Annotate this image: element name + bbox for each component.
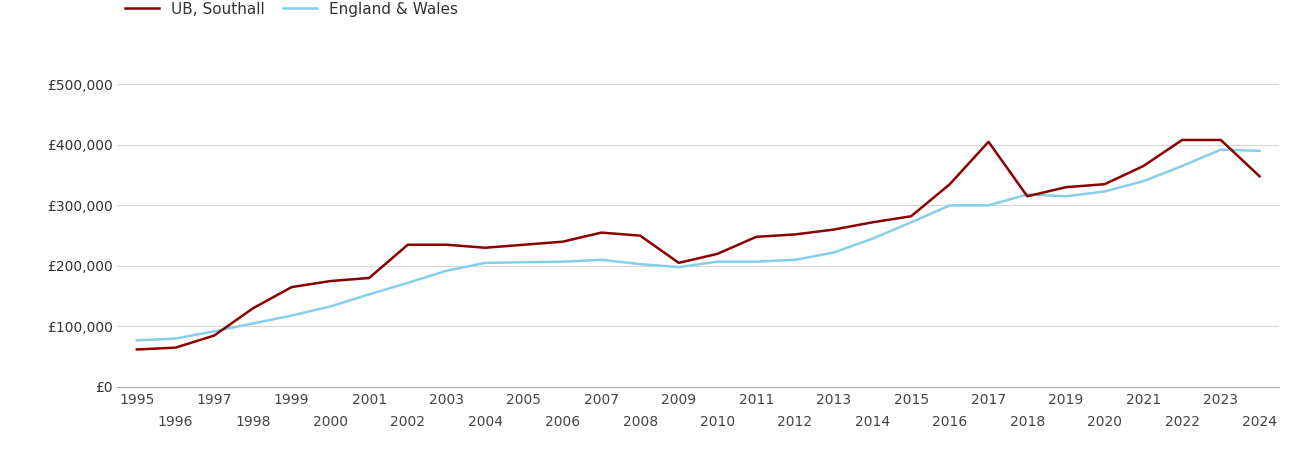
Line: UB, Southall: UB, Southall xyxy=(137,140,1259,350)
UB, Southall xyxy=(826,227,842,232)
England & Wales xyxy=(245,321,261,326)
UB, Southall xyxy=(438,242,454,248)
England & Wales xyxy=(168,336,184,341)
Text: 2004: 2004 xyxy=(467,415,502,429)
UB, Southall xyxy=(1058,184,1074,190)
UB, Southall xyxy=(478,245,493,251)
Text: 2006: 2006 xyxy=(545,415,581,429)
England & Wales xyxy=(361,292,377,297)
UB, Southall xyxy=(399,242,415,248)
UB, Southall xyxy=(322,279,338,284)
UB, Southall xyxy=(517,242,532,248)
Text: 2008: 2008 xyxy=(622,415,658,429)
England & Wales xyxy=(322,304,338,309)
Text: 2010: 2010 xyxy=(699,415,735,429)
UB, Southall xyxy=(129,347,145,352)
UB, Southall xyxy=(206,333,222,338)
UB, Southall xyxy=(942,181,958,187)
Text: 2018: 2018 xyxy=(1010,415,1045,429)
England & Wales xyxy=(283,313,299,318)
England & Wales xyxy=(555,259,570,264)
Text: 2020: 2020 xyxy=(1087,415,1122,429)
Text: 2016: 2016 xyxy=(932,415,967,429)
England & Wales xyxy=(865,236,881,241)
Text: 2002: 2002 xyxy=(390,415,425,429)
UB, Southall xyxy=(671,260,686,265)
UB, Southall xyxy=(555,239,570,244)
UB, Southall xyxy=(748,234,763,239)
England & Wales xyxy=(903,220,919,225)
Text: 1998: 1998 xyxy=(235,415,270,429)
Line: England & Wales: England & Wales xyxy=(137,150,1259,340)
Text: 2014: 2014 xyxy=(855,415,890,429)
England & Wales xyxy=(787,257,803,262)
UB, Southall xyxy=(865,220,881,225)
England & Wales xyxy=(1096,189,1112,194)
UB, Southall xyxy=(981,139,997,144)
UB, Southall xyxy=(168,345,184,351)
UB, Southall xyxy=(1135,163,1151,169)
UB, Southall xyxy=(1096,181,1112,187)
UB, Southall xyxy=(1174,137,1190,143)
UB, Southall xyxy=(594,230,609,235)
Text: 1996: 1996 xyxy=(158,415,193,429)
England & Wales xyxy=(632,261,647,267)
Legend: UB, Southall, England & Wales: UB, Southall, England & Wales xyxy=(125,2,458,17)
England & Wales xyxy=(748,259,763,264)
England & Wales xyxy=(671,265,686,270)
UB, Southall xyxy=(710,251,726,256)
UB, Southall xyxy=(1019,194,1035,199)
UB, Southall xyxy=(283,284,299,290)
UB, Southall xyxy=(903,214,919,219)
England & Wales xyxy=(1251,148,1267,153)
UB, Southall xyxy=(245,306,261,311)
UB, Southall xyxy=(632,233,647,238)
Text: 2012: 2012 xyxy=(778,415,813,429)
England & Wales xyxy=(1135,179,1151,184)
England & Wales xyxy=(399,280,415,286)
England & Wales xyxy=(438,268,454,274)
UB, Southall xyxy=(1251,174,1267,179)
England & Wales xyxy=(1174,163,1190,169)
UB, Southall xyxy=(1212,137,1228,143)
England & Wales xyxy=(206,328,222,334)
England & Wales xyxy=(1019,192,1035,197)
England & Wales xyxy=(1212,147,1228,153)
England & Wales xyxy=(594,257,609,262)
England & Wales xyxy=(478,260,493,265)
England & Wales xyxy=(517,260,532,265)
England & Wales xyxy=(1058,194,1074,199)
Text: 2000: 2000 xyxy=(313,415,348,429)
England & Wales xyxy=(981,202,997,208)
England & Wales xyxy=(826,250,842,255)
UB, Southall xyxy=(361,275,377,281)
Text: 2024: 2024 xyxy=(1242,415,1278,429)
England & Wales xyxy=(942,202,958,208)
UB, Southall xyxy=(787,232,803,237)
Text: 2022: 2022 xyxy=(1164,415,1199,429)
England & Wales xyxy=(710,259,726,264)
England & Wales xyxy=(129,338,145,343)
